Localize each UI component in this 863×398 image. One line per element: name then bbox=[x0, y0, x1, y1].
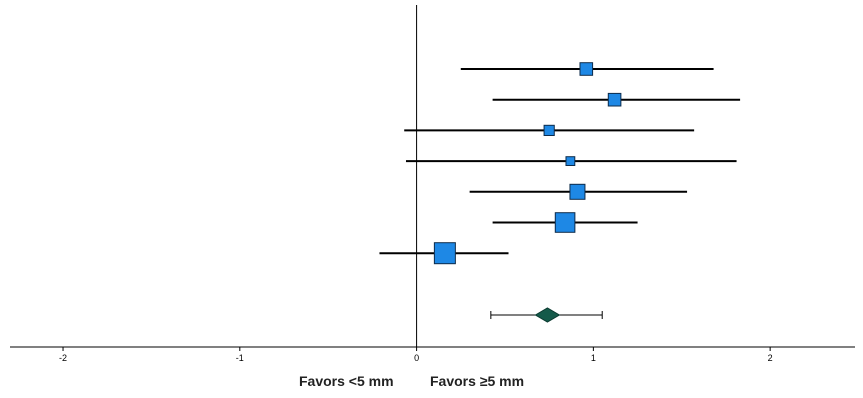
x-axis-ticks: -2 -1 0 1 2 bbox=[59, 347, 773, 363]
x-tick-label: -2 bbox=[59, 353, 67, 363]
favors-left-label: Favors <5 mm bbox=[299, 373, 394, 389]
study-point-estimate bbox=[565, 156, 576, 166]
pooled-estimate bbox=[490, 307, 603, 323]
x-tick-label: 1 bbox=[591, 353, 596, 363]
study-point-estimate bbox=[569, 183, 586, 200]
study-markers bbox=[379, 62, 741, 265]
study-point-estimate bbox=[543, 124, 555, 137]
study-point-estimate bbox=[607, 92, 622, 107]
study-point-estimate bbox=[433, 242, 456, 265]
favors-right-label: Favors ≥5 mm bbox=[430, 373, 525, 389]
study-point-estimate bbox=[554, 212, 576, 233]
study-point-estimate bbox=[579, 62, 594, 76]
x-tick-label: -1 bbox=[236, 353, 244, 363]
x-tick-label: 2 bbox=[768, 353, 773, 363]
x-tick-label: 0 bbox=[414, 353, 419, 363]
summary-diamond bbox=[534, 307, 561, 323]
